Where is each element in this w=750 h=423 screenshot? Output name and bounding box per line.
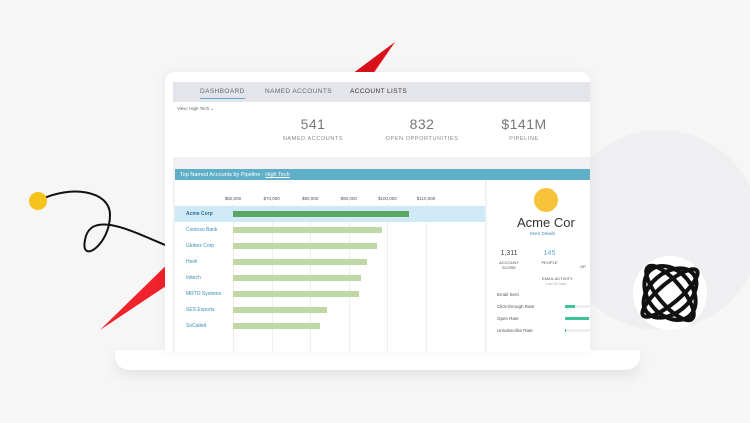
kpi-label: OPEN OPPORTUNITIES: [385, 136, 459, 142]
account-card: Acme Cor More Details 1,311 ACCOUNT SCOR…: [487, 180, 590, 352]
laptop-screen: DASHBOARD NAMED ACCOUNTS ACCOUNT LISTS V…: [165, 72, 590, 352]
people-label: PEOPLE: [541, 260, 558, 265]
account-score-label: ACCOUNT SCORE: [499, 260, 519, 270]
x-tick-label: $70,000: [263, 196, 280, 201]
metric-bar: [565, 329, 590, 332]
kpi-pipeline: $141M PIPELINE: [469, 116, 579, 142]
bar: [233, 323, 320, 329]
bar: [233, 291, 360, 297]
metric-label: Unsubscribe Rate: [497, 328, 533, 333]
kpi-strip: View: High Tech ⌄ 541 NAMED ACCOUNTS 832 O…: [173, 102, 590, 157]
x-tick-label: $60,000: [224, 196, 242, 201]
yellow-dot: [29, 192, 47, 210]
metric-label: Click-through Rate: [497, 304, 535, 309]
kpi-label: NAMED ACCOUNTS: [282, 136, 344, 142]
more-details-link[interactable]: More Details: [530, 231, 556, 236]
category-label[interactable]: SES Exports: [186, 307, 215, 313]
chart-row[interactable]: MRTO Systems: [175, 286, 485, 302]
account-badge: [534, 188, 558, 212]
category-label[interactable]: Contoso Bank: [186, 227, 218, 233]
bar: [233, 275, 362, 281]
category-label[interactable]: MRTO Systems: [186, 291, 222, 297]
metric-label: Open Rate: [497, 316, 519, 321]
category-label[interactable]: Acme Corp: [186, 211, 213, 217]
panel-title: Top Named Accounts by Pipeline -: [180, 172, 266, 178]
x-tick-label: $80,000: [302, 196, 319, 201]
account-name: Acme Cor: [517, 215, 575, 230]
x-tick-label: $110,000: [416, 196, 436, 201]
chart-row[interactable]: SoCalled: [175, 318, 485, 334]
chart-row[interactable]: Contoso Bank: [175, 222, 485, 238]
dashboard-app: DASHBOARD NAMED ACCOUNTS ACCOUNT LISTS V…: [173, 82, 590, 352]
bar: [233, 227, 382, 233]
bar: [233, 211, 409, 217]
bar: [233, 259, 368, 265]
x-tick-label: $100,000: [378, 196, 397, 201]
metric-fill: [565, 317, 589, 320]
bar: [233, 307, 327, 313]
kpi-open-opportunities: 832 OPEN OPPORTUNITIES: [367, 116, 477, 142]
panel-link[interactable]: High Tech: [265, 172, 290, 178]
category-label[interactable]: SoCalled: [186, 323, 207, 329]
account-score: 1,311: [500, 250, 518, 257]
metric-label: Email Sent: [497, 292, 519, 297]
tab-account-lists[interactable]: ACCOUNT LISTS: [350, 88, 408, 95]
striped-sphere: [633, 256, 707, 330]
chart-row[interactable]: Hooli: [175, 254, 485, 270]
metric-fill: [565, 305, 575, 308]
view-label: View:: [177, 106, 188, 111]
tab-named-accounts[interactable]: NAMED ACCOUNTS: [265, 88, 332, 95]
op-label: OP: [580, 264, 586, 269]
kpi-value: 541: [300, 116, 326, 132]
metric-fill: [565, 329, 567, 332]
gridline: [426, 204, 427, 352]
kpi-value: 832: [409, 116, 435, 132]
kpi-label: PIPELINE: [509, 136, 539, 142]
chevron-down-icon: ⌄: [210, 106, 215, 111]
chart-row[interactable]: Acme Corp: [175, 206, 485, 222]
gridline: [387, 204, 389, 352]
metric-bar: [565, 305, 590, 308]
tab-bar: DASHBOARD NAMED ACCOUNTS ACCOUNT LISTS: [173, 82, 590, 102]
chart-row[interactable]: Initech: [175, 270, 485, 286]
email-activity-subtitle: Last 30 Days: [546, 282, 567, 286]
bar: [233, 243, 378, 249]
people-count: 145: [543, 250, 556, 257]
category-label[interactable]: Globex Corp: [186, 243, 215, 249]
kpi-named-accounts: 541 NAMED ACCOUNTS: [258, 116, 368, 142]
chart-row[interactable]: Globex Corp: [175, 238, 485, 254]
metric-bar: [565, 317, 590, 320]
category-label[interactable]: Hooli: [186, 259, 198, 265]
laptop-base: [115, 350, 640, 370]
squiggle-line: [39, 190, 166, 253]
tab-dashboard[interactable]: DASHBOARD: [200, 88, 245, 99]
category-label[interactable]: Initech: [186, 275, 201, 281]
x-tick-label: $90,000: [340, 196, 357, 201]
bar-chart: $60,000 $70,000 $80,000 $90,000 $100,000 $110…: [175, 180, 485, 352]
chart-row[interactable]: SES Exports: [175, 302, 485, 318]
kpi-value: $141M: [501, 116, 547, 132]
panel-header: Top Named Accounts by Pipeline - High Te…: [175, 169, 590, 180]
view-selector[interactable]: View: High Tech ⌄: [177, 106, 214, 112]
email-activity-title: EMAIL ACTIVITY: [542, 276, 573, 281]
view-value: High Tech: [189, 106, 210, 111]
